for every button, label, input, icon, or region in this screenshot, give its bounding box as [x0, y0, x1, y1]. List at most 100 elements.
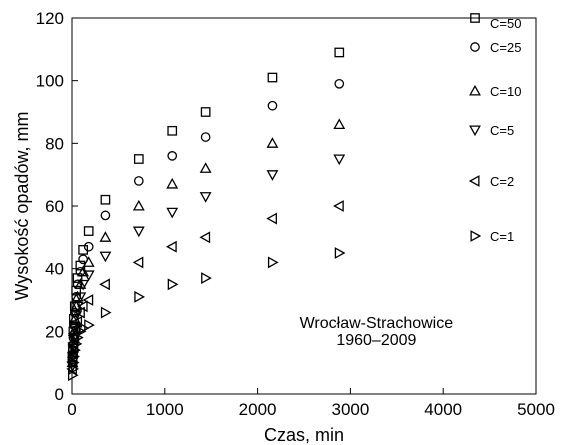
data-point — [69, 350, 81, 363]
data-point — [334, 47, 345, 58]
legend-marker — [468, 175, 480, 187]
data-point — [74, 278, 87, 289]
data-point — [132, 199, 145, 211]
series-c-50 — [67, 47, 345, 362]
data-point — [99, 278, 110, 291]
y-tick-label: 40 — [45, 260, 64, 279]
data-point — [71, 290, 84, 302]
data-point — [83, 241, 94, 252]
legend-label: C=25 — [490, 40, 521, 55]
data-point — [133, 154, 144, 164]
data-point — [68, 356, 80, 369]
data-point — [67, 369, 79, 382]
data-point — [334, 247, 346, 259]
data-point — [77, 279, 90, 291]
data-point — [333, 118, 346, 130]
x-tick-label: 3000 — [331, 400, 369, 419]
legend-item: C=10 — [469, 84, 521, 99]
legend-item: C=1 — [470, 229, 514, 244]
legend-marker — [470, 230, 482, 242]
series-c-2 — [66, 200, 344, 375]
legend-marker — [470, 42, 480, 52]
data-point — [82, 256, 95, 267]
legend-label: C=2 — [490, 174, 514, 189]
data-point — [83, 226, 94, 236]
y-tick-label: 0 — [55, 385, 64, 404]
data-point — [76, 300, 88, 313]
series-c-1 — [67, 247, 346, 382]
x-tick-label: 5000 — [517, 400, 555, 419]
data-point — [167, 278, 179, 291]
data-point — [78, 245, 88, 255]
data-point — [166, 177, 179, 189]
data-point — [267, 72, 278, 83]
x-tick-label: 0 — [67, 400, 76, 419]
data-point — [132, 256, 144, 269]
data-point — [100, 194, 111, 205]
data-point — [82, 270, 95, 282]
station-annotation: Wrocław-Strachowice — [300, 315, 454, 332]
y-tick-label: 80 — [45, 134, 64, 153]
data-point — [84, 319, 95, 332]
data-point — [266, 170, 279, 181]
data-point — [100, 210, 111, 221]
legend-item: C=2 — [468, 174, 514, 189]
legend-item: C=50 — [470, 13, 521, 31]
data-point — [201, 272, 212, 285]
legend-label: C=10 — [490, 84, 521, 99]
legend-label: C=5 — [490, 123, 514, 138]
data-points — [66, 47, 346, 382]
data-point — [166, 207, 179, 219]
y-tick-label: 120 — [36, 9, 64, 28]
data-point — [199, 231, 211, 244]
data-point — [99, 251, 112, 263]
data-point — [99, 231, 112, 242]
x-tick-label: 2000 — [239, 400, 277, 419]
data-point — [100, 306, 112, 319]
legend-label: C=1 — [490, 229, 514, 244]
data-point — [72, 273, 83, 283]
data-point — [333, 200, 344, 212]
data-point — [200, 107, 211, 117]
data-point — [134, 290, 145, 303]
legend-label: C=50 — [490, 16, 521, 31]
y-tick-label: 100 — [36, 72, 64, 91]
data-point — [71, 315, 83, 328]
data-point — [133, 176, 144, 186]
data-point — [74, 306, 85, 319]
data-point — [200, 132, 211, 142]
plot-area: 0 1000 2000 3000 4000 5000 0 20 40 60 80 100 120 — [36, 9, 555, 419]
x-axis: 0 1000 2000 3000 4000 5000 — [67, 388, 555, 419]
data-point — [199, 162, 212, 173]
data-point — [266, 212, 277, 225]
data-point — [78, 322, 90, 335]
data-point — [74, 292, 87, 304]
period-annotation: 1960–2009 — [336, 332, 416, 349]
data-point — [167, 151, 178, 161]
data-point — [68, 362, 80, 375]
data-point — [82, 294, 94, 306]
y-axis-title: Wysokość opadów, mm — [12, 112, 32, 301]
data-point — [132, 226, 145, 238]
data-point — [199, 192, 212, 203]
y-tick-label: 60 — [45, 197, 64, 216]
data-point — [75, 325, 87, 338]
y-tick-label: 20 — [45, 322, 64, 341]
legend-item: C=25 — [470, 40, 521, 55]
x-axis-title: Czas, min — [264, 425, 344, 445]
data-point — [334, 78, 345, 89]
series-c-5 — [66, 154, 346, 372]
x-tick-label: 4000 — [424, 400, 462, 419]
data-point — [267, 100, 278, 111]
data-point — [267, 256, 279, 269]
data-point — [166, 240, 177, 253]
legend-marker — [469, 125, 481, 137]
legend: C=50 C=25 C=10 C=5 C=2 C=1 — [468, 13, 521, 244]
data-point — [266, 137, 279, 148]
x-tick-label: 1000 — [146, 400, 184, 419]
data-point — [67, 347, 78, 360]
data-point — [167, 125, 178, 136]
data-point — [67, 341, 79, 353]
data-point — [333, 154, 346, 166]
